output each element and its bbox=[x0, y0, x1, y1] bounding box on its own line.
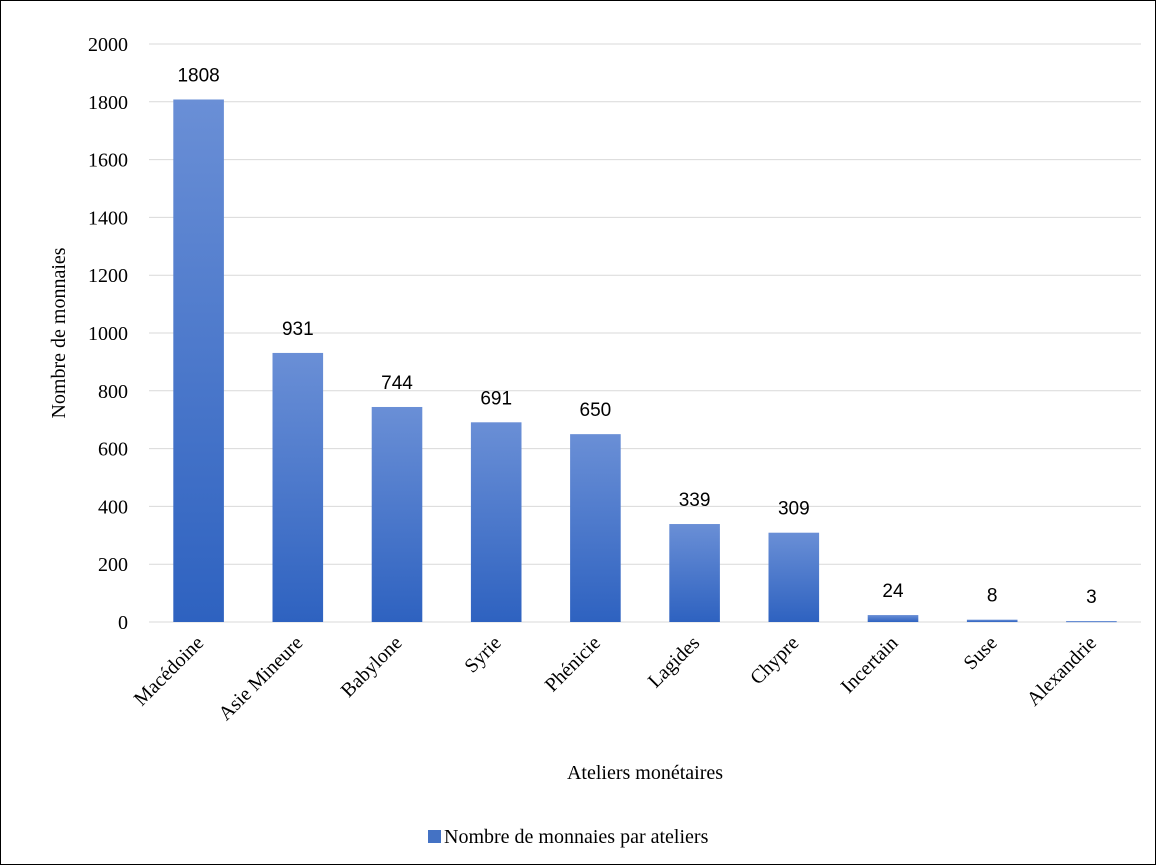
x-tick-label: Lagides bbox=[644, 632, 704, 692]
bar bbox=[966, 619, 1018, 622]
x-axis-ticks: Macédoine Asie Mineure Babylone Syrie Phénic… bbox=[130, 632, 1101, 725]
data-label: 339 bbox=[679, 490, 711, 511]
bars bbox=[173, 99, 1117, 623]
bar bbox=[867, 615, 919, 622]
y-tick-label: 1800 bbox=[88, 92, 128, 114]
x-tick-label: Macédoine bbox=[130, 632, 208, 710]
y-tick-label: 400 bbox=[98, 496, 128, 518]
bar bbox=[470, 422, 522, 622]
x-tick-label: Asie Mineure bbox=[214, 632, 307, 725]
y-tick-label: 800 bbox=[98, 381, 128, 403]
bar bbox=[768, 532, 820, 622]
y-tick-label: 600 bbox=[98, 439, 128, 461]
y-tick-label: 1200 bbox=[88, 265, 128, 287]
legend: Nombre de monnaies par ateliers bbox=[428, 826, 709, 848]
y-tick-label: 1400 bbox=[88, 207, 128, 229]
x-tick-label: Suse bbox=[959, 632, 1001, 674]
x-tick-label: Babylone bbox=[337, 632, 407, 702]
bar bbox=[272, 352, 324, 622]
legend-label: Nombre de monnaies par ateliers bbox=[444, 826, 709, 848]
x-tick-label: Incertain bbox=[837, 632, 903, 698]
data-label: 24 bbox=[882, 581, 904, 602]
bar bbox=[570, 434, 621, 622]
data-label: 650 bbox=[580, 400, 612, 421]
data-labels: 1808 931 744 691 650 339 309 24 8 3 bbox=[177, 65, 1096, 608]
y-axis-ticks: 0 200 400 600 800 1000 1200 1400 1600 1800 2000 bbox=[88, 34, 128, 634]
data-label: 1808 bbox=[177, 65, 219, 86]
data-label: 309 bbox=[778, 499, 810, 520]
bar bbox=[1066, 621, 1117, 623]
y-axis-title: Nombre de monnaies bbox=[48, 247, 70, 418]
x-tick-label: Alexandrie bbox=[1023, 632, 1101, 710]
y-tick-label: 0 bbox=[118, 612, 128, 634]
x-axis-title: Ateliers monétaires bbox=[567, 762, 723, 784]
x-tick-label: Syrie bbox=[460, 632, 505, 677]
y-tick-label: 1000 bbox=[88, 323, 128, 345]
x-tick-label: Chypre bbox=[746, 632, 803, 689]
data-label: 691 bbox=[480, 388, 512, 409]
bar bbox=[669, 524, 720, 622]
y-tick-label: 2000 bbox=[88, 34, 128, 56]
data-label: 3 bbox=[1086, 587, 1097, 608]
data-label: 744 bbox=[381, 373, 413, 394]
x-tick-label: Phénicie bbox=[541, 632, 605, 696]
data-label: 931 bbox=[282, 319, 314, 340]
y-tick-label: 200 bbox=[98, 554, 128, 576]
bar bbox=[371, 406, 423, 622]
legend-swatch bbox=[428, 830, 441, 843]
y-tick-label: 1600 bbox=[88, 150, 128, 172]
data-label: 8 bbox=[987, 586, 998, 607]
bar bbox=[173, 99, 224, 623]
